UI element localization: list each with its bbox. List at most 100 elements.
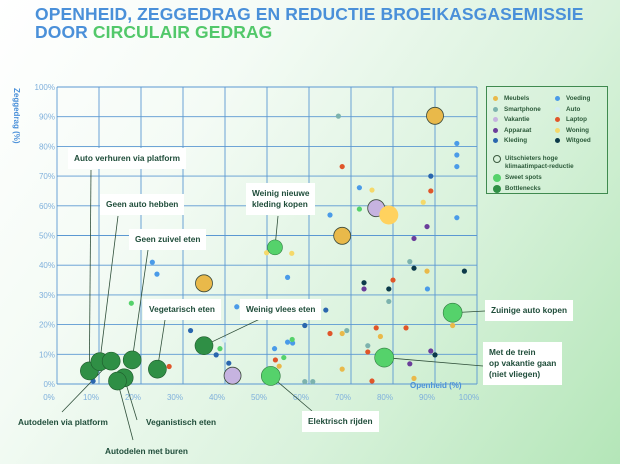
callout-veganistisch: Veganistisch eten xyxy=(146,417,217,427)
data-point xyxy=(327,212,333,218)
data-point xyxy=(424,268,430,274)
data-point xyxy=(344,327,350,334)
callout-vegetarisch: Vegetarisch eten xyxy=(143,299,221,320)
bottleneck-bubble xyxy=(101,351,121,371)
data-point xyxy=(432,352,438,358)
data-point xyxy=(272,357,278,363)
y-tick-label: 90% xyxy=(39,113,55,122)
callout-autodelen-buren: Autodelen met buren xyxy=(105,446,188,456)
data-point xyxy=(310,379,316,385)
legend-label: Witgoed xyxy=(566,137,591,144)
leader-line xyxy=(131,249,149,360)
sweet-spot-bubble xyxy=(260,366,281,386)
axis-ticks: 0% 0% 10% 10% 20% 20% 30% 30% 40% 40% 50% 50% 60% 60%… xyxy=(35,83,480,402)
legend-dot-icon xyxy=(493,127,498,133)
callout-line: Met de trein xyxy=(489,347,536,357)
data-point xyxy=(327,330,333,337)
data-point xyxy=(424,223,430,230)
legend-item: Auto xyxy=(555,106,605,113)
y-tick-label: 0% xyxy=(43,380,55,389)
callout-geen-auto: Geen auto hebben xyxy=(100,194,185,215)
legend-item: Smartphone xyxy=(493,106,555,113)
legend-dot-icon xyxy=(493,138,498,143)
data-point xyxy=(154,271,160,277)
data-point xyxy=(339,163,345,170)
bottleneck-bubble xyxy=(194,336,214,355)
data-point xyxy=(289,250,295,256)
data-point xyxy=(302,379,308,385)
outlier-bubble xyxy=(195,274,213,293)
legend-label: Sweet spots xyxy=(505,174,542,181)
callout-autodelen-platform: Autodelen via platform xyxy=(18,417,108,427)
data-point xyxy=(361,280,367,286)
y-tick-label: 40% xyxy=(39,261,55,270)
callout-auto-verhuren: Auto verhuren via platform xyxy=(68,148,187,169)
legend-dot-icon xyxy=(555,117,560,122)
data-point xyxy=(411,375,417,381)
data-point xyxy=(213,352,219,358)
y-tick-label: 60% xyxy=(39,202,55,211)
bottleneck-bubble xyxy=(122,350,142,370)
data-point xyxy=(284,274,291,280)
legend-item: Meubels xyxy=(493,95,555,102)
legend-item: Vakantie xyxy=(493,116,555,123)
data-point xyxy=(335,113,341,119)
sweet-spot-bubble xyxy=(442,302,463,323)
data-point xyxy=(356,206,362,212)
title-line-2-prefix: DOOR xyxy=(35,22,93,42)
legend-dot-icon xyxy=(493,117,498,122)
title-line-2: DOOR CIRCULAIR GEDRAG xyxy=(35,23,584,41)
data-point xyxy=(407,259,413,265)
data-point xyxy=(356,185,362,191)
data-point xyxy=(454,215,460,221)
legend-label: Kleding xyxy=(504,137,528,144)
leader-line xyxy=(99,215,119,362)
data-point xyxy=(424,286,431,292)
y-tick-label: 10% xyxy=(39,350,55,359)
bottleneck-circle-icon xyxy=(493,185,501,193)
data-point xyxy=(339,330,345,337)
sweet-spot-circle-icon xyxy=(493,174,501,182)
data-point xyxy=(454,152,460,158)
callout-line: kleding kopen xyxy=(252,199,308,209)
data-point xyxy=(187,327,194,334)
data-point xyxy=(454,163,460,170)
callout-line: Weinig nieuwe xyxy=(252,188,310,198)
outlier-bubble xyxy=(333,226,352,245)
data-point xyxy=(149,259,155,265)
legend-categories: Meubels Voeding Smartphone Auto Vakantie Lapt… xyxy=(493,95,605,144)
y-tick-label: 80% xyxy=(39,142,55,151)
x-axis-label: Openheid (%) xyxy=(410,381,462,390)
legend-outlier: Uitschieters hoge klimaatimpact-reductie xyxy=(493,155,601,171)
data-point xyxy=(365,349,371,355)
callout-zuinige-auto: Zuinige auto kopen xyxy=(485,300,574,321)
data-point xyxy=(454,140,460,147)
legend-label: Uitschieters hoge klimaatimpact-reductie xyxy=(505,155,574,170)
data-point xyxy=(281,354,287,361)
callout-line: op vakantie gaan xyxy=(489,358,557,368)
y-tick-label: 50% xyxy=(39,232,55,241)
data-point xyxy=(226,360,232,366)
legend: Meubels Voeding Smartphone Auto Vakantie Lapt… xyxy=(486,86,608,194)
data-point xyxy=(420,199,426,205)
data-point xyxy=(369,187,375,193)
legend-dot-icon xyxy=(493,96,498,101)
leader-line xyxy=(88,169,92,371)
data-point xyxy=(428,348,434,354)
data-point xyxy=(369,378,375,384)
chart-title: OPENHEID, ZEGGEDRAG EN REDUCTIE BROEIKAS… xyxy=(35,5,584,41)
sweet-spot-bubble xyxy=(267,239,283,256)
data-point xyxy=(386,286,392,292)
callout-geen-zuivel: Geen zuivel eten xyxy=(129,229,207,250)
data-point xyxy=(284,339,291,345)
callout-trein: Met de trein op vakantie gaan (niet vlie… xyxy=(483,342,563,385)
data-point xyxy=(386,298,392,305)
data-point xyxy=(450,322,456,329)
legend-label: Apparaat xyxy=(504,126,532,134)
x-tick-label: 30% xyxy=(167,393,183,402)
legend-label: Meubels xyxy=(504,95,530,102)
data-point xyxy=(411,265,417,271)
legend-label: Smartphone xyxy=(504,105,541,113)
outlier-bubble xyxy=(379,205,399,225)
